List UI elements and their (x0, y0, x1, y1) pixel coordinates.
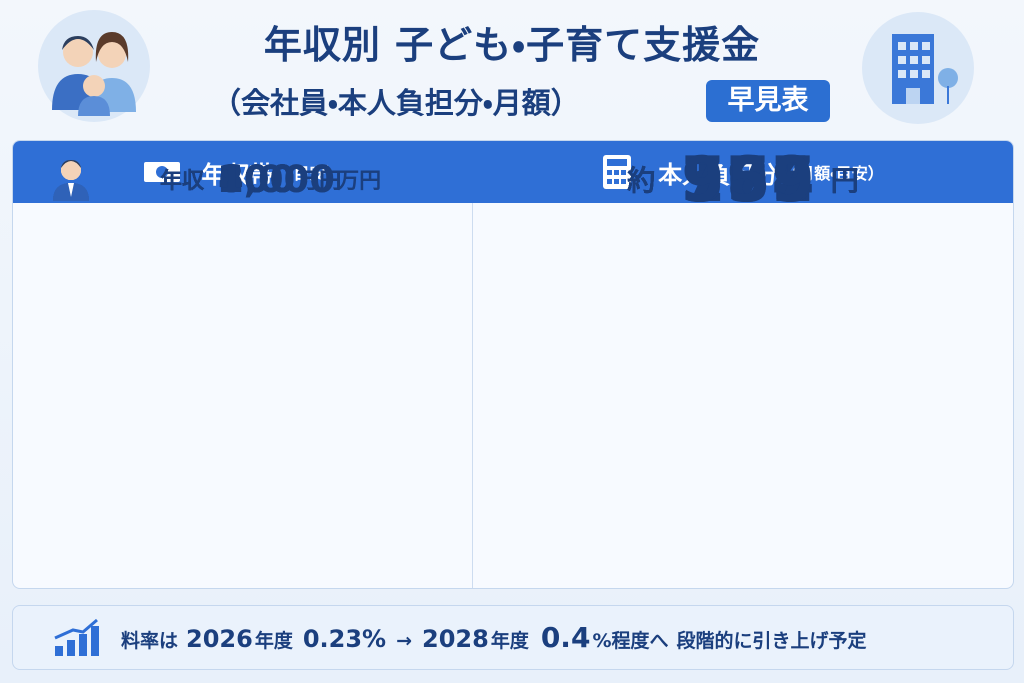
income-cell: 年収 400 万円 (160, 141, 341, 217)
growth-icon (54, 618, 99, 656)
footer-segment: 0.23% (302, 625, 387, 653)
column-separator (472, 141, 473, 588)
subtitle: （会社員・本人負担分・月額） (212, 86, 580, 120)
amount-prefix: 約 (627, 164, 656, 197)
income-unit: 万円 (337, 169, 382, 194)
table: 年収帯 （目安） 本人負担分 （月額・目安） 年収 200 万円約 192 円年収 400 万円… (12, 140, 1014, 589)
family-icon (38, 10, 150, 122)
income-prefix: 年収 (160, 169, 205, 194)
amount-cell: 約 384 円 (473, 141, 1013, 217)
table-header: 年収帯 （目安） 本人負担分 （月額・目安） (13, 141, 1013, 203)
footer-segment: 年度 (254, 630, 293, 652)
amount-prefix: 約 (627, 164, 656, 197)
income-value: 1,000 (218, 157, 336, 201)
income-prefix: 年収 (160, 169, 205, 194)
calculator-icon (603, 155, 632, 189)
income-cell: 年収 600 万円 (160, 141, 341, 217)
header-note: （目安） (277, 164, 342, 183)
amount-unit: 円 (830, 164, 859, 197)
amount-prefix: 約 (627, 164, 656, 197)
amount-value: 192 (681, 142, 817, 216)
income-unit: 万円 (297, 169, 342, 194)
footer-segment: 料率は (121, 630, 179, 652)
footer-segment: → (396, 630, 413, 652)
amount-unit: 円 (830, 164, 859, 197)
footer-segment: 2028 (422, 625, 489, 653)
amount-cell: 約 575 円 (473, 141, 1013, 217)
income-prefix: 年収 (160, 169, 205, 194)
amount-value: 767 (681, 142, 817, 216)
badge: 早見表 (706, 80, 830, 122)
footer-segment: 年度 (490, 630, 529, 652)
footer-text: 料率は 2026 年度 0.23% → 2028 年度 0.4 %程度へ 段階的に引き上げ予定 (121, 621, 867, 654)
header-note: （月額・目安） (782, 164, 884, 183)
income-prefix: 年収 (160, 169, 205, 194)
amount-unit: 円 (830, 164, 859, 197)
amount-cell: 約 767 円 (473, 141, 1013, 217)
income-value: 600 (218, 157, 296, 201)
income-prefix: 年収 (160, 169, 205, 194)
footer-segment: 2026 (186, 625, 253, 653)
income-unit: 万円 (297, 169, 342, 194)
footer-segment: 0.4 (540, 621, 591, 654)
money-icon (144, 162, 181, 182)
income-value: 400 (218, 157, 296, 201)
amount-unit: 円 (830, 164, 859, 197)
amount-value: 384 (681, 142, 817, 216)
amount-prefix: 約 (627, 164, 656, 197)
amount-cell: 約 959 円 (473, 141, 1013, 217)
footer: 料率は 2026 年度 0.23% → 2028 年度 0.4 %程度へ 段階的に引き上げ予定 (12, 605, 1014, 670)
building-icon (862, 12, 974, 124)
income-unit: 万円 (297, 169, 342, 194)
title: 年収別 子ども・子育て支援金 (263, 23, 761, 67)
income-cell: 年収 800 万円 (160, 141, 341, 217)
person-icon-box (51, 157, 91, 205)
amount-unit: 円 (830, 164, 859, 197)
amount-value: 575 (681, 142, 817, 216)
family-illustration (52, 32, 136, 116)
income-value: 800 (218, 157, 296, 201)
header-label: 年収帯 (201, 160, 274, 189)
person-icon (53, 160, 89, 201)
header-label: 本人負担分 (658, 160, 779, 189)
income-value: 200 (218, 157, 296, 201)
amount-cell: 約 192 円 (473, 141, 1013, 217)
income-cell: 年収 200 万円 (160, 141, 341, 217)
footer-segment: 段階的に引き上げ予定 (676, 630, 867, 652)
header-cell: 年収帯 （目安） (13, 141, 472, 203)
amount-value: 959 (681, 142, 817, 216)
amount-prefix: 約 (627, 164, 656, 197)
footer-segment: %程度へ (592, 630, 669, 652)
header-cell: 本人負担分 （月額・目安） (473, 141, 1013, 203)
building-illustration (892, 34, 958, 104)
income-unit: 万円 (297, 169, 342, 194)
income-cell: 年収 1,000 万円 (160, 141, 381, 217)
